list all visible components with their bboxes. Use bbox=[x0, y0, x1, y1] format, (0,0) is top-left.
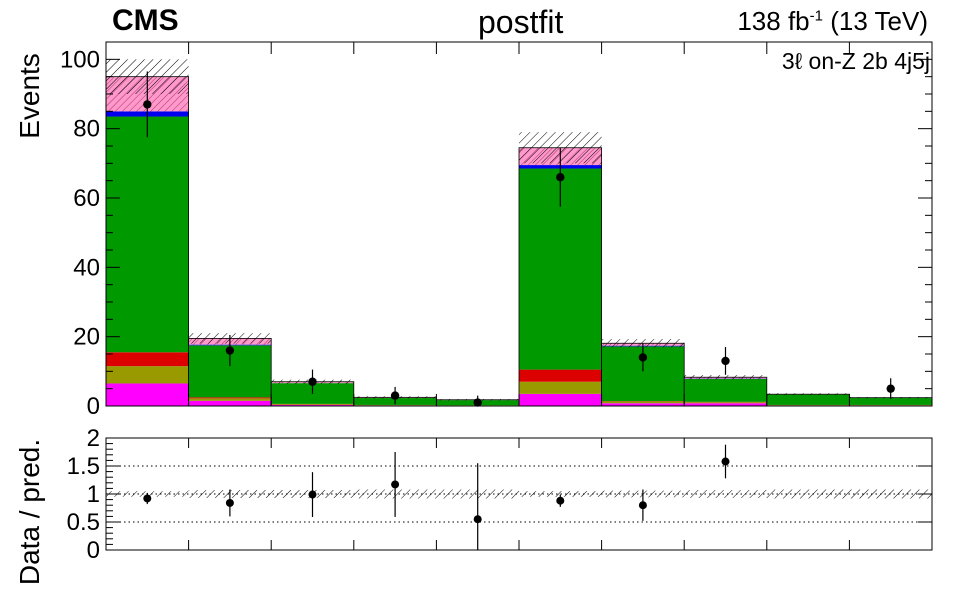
data-point bbox=[143, 100, 152, 109]
data-point bbox=[225, 346, 235, 355]
stack-bar-green bbox=[849, 398, 932, 405]
ratio-y-tick-label: 1.5 bbox=[67, 453, 100, 480]
uncertainty-band bbox=[766, 393, 850, 396]
data-point bbox=[556, 173, 565, 182]
ratio-point bbox=[473, 515, 482, 524]
y-tick-label: 60 bbox=[73, 185, 100, 212]
lumi-value: 138 fb bbox=[737, 6, 810, 36]
y-axis-title-main: Events bbox=[14, 53, 45, 139]
data-point bbox=[473, 398, 482, 407]
luminosity-label: 138 fb-1 (13 TeV) bbox=[737, 6, 928, 37]
region-label: 3ℓ on-Z 2b 4j5j bbox=[781, 48, 930, 74]
data-point bbox=[638, 353, 648, 362]
ratio-point bbox=[638, 501, 647, 510]
data-point bbox=[886, 384, 895, 393]
stack-bar-red bbox=[519, 369, 602, 382]
y-tick-label: 20 bbox=[73, 324, 100, 351]
stack-bar-magenta bbox=[519, 393, 602, 406]
main-panel: 0 20 40 60 80 100 bbox=[60, 41, 933, 420]
y-tick-label: 100 bbox=[60, 46, 100, 73]
stack-bar-olive bbox=[684, 402, 767, 404]
ratio-area bbox=[106, 444, 932, 550]
stack-bar-green bbox=[106, 116, 189, 353]
stack-bar-green bbox=[684, 378, 767, 402]
stack-bar-green bbox=[766, 394, 850, 405]
ratio-point bbox=[556, 496, 565, 505]
data-point bbox=[721, 356, 730, 366]
ratio-uncertainty-band bbox=[684, 490, 767, 498]
lumi-exponent: -1 bbox=[809, 7, 823, 25]
ratio-point bbox=[721, 457, 730, 466]
y-tick-label: 0 bbox=[87, 393, 100, 420]
stack-bar-magenta bbox=[271, 404, 354, 406]
ratio-point bbox=[143, 494, 152, 503]
ratio-uncertainty-band bbox=[849, 489, 932, 499]
ratio-point bbox=[391, 480, 400, 489]
stack-bar-olive bbox=[188, 398, 272, 401]
ratio-point bbox=[225, 498, 234, 507]
ratio-uncertainty-band bbox=[766, 489, 850, 499]
stack-bar-olive bbox=[271, 404, 354, 405]
lumi-energy: (13 TeV) bbox=[822, 6, 928, 36]
uncertainty-band bbox=[601, 339, 685, 348]
stack-bar-magenta bbox=[106, 383, 189, 406]
stack-bar-olive bbox=[519, 381, 602, 394]
ratio-y-tick-label: 0.5 bbox=[67, 509, 100, 536]
ratio-uncertainty-band bbox=[519, 491, 602, 497]
uncertainty-band bbox=[684, 375, 767, 380]
ratio-y-tick-label: 1 bbox=[87, 481, 100, 508]
stack-bar-olive bbox=[601, 401, 685, 404]
ratio-y-tick-label: 0 bbox=[87, 537, 100, 564]
stack-bar-red bbox=[106, 352, 189, 367]
stack-bar-red bbox=[188, 397, 272, 399]
y-tick-label: 40 bbox=[73, 254, 100, 281]
y-axis-title-ratio: Data / pred. bbox=[14, 438, 45, 586]
ratio-panel: 00.511.52 bbox=[67, 425, 933, 564]
data-point bbox=[308, 377, 317, 386]
experiment-label: CMS bbox=[112, 4, 179, 37]
stack-bar-magenta bbox=[188, 400, 272, 406]
stack-bar-magenta bbox=[684, 403, 767, 406]
stack-bar-magenta bbox=[601, 403, 685, 406]
ratio-point bbox=[308, 490, 317, 499]
data-point bbox=[390, 391, 400, 400]
stack-bar-olive bbox=[106, 366, 189, 384]
y-tick-label: 80 bbox=[73, 116, 100, 143]
ratio-y-tick-label: 2 bbox=[87, 425, 100, 452]
fit-status-label: postfit bbox=[478, 4, 564, 40]
